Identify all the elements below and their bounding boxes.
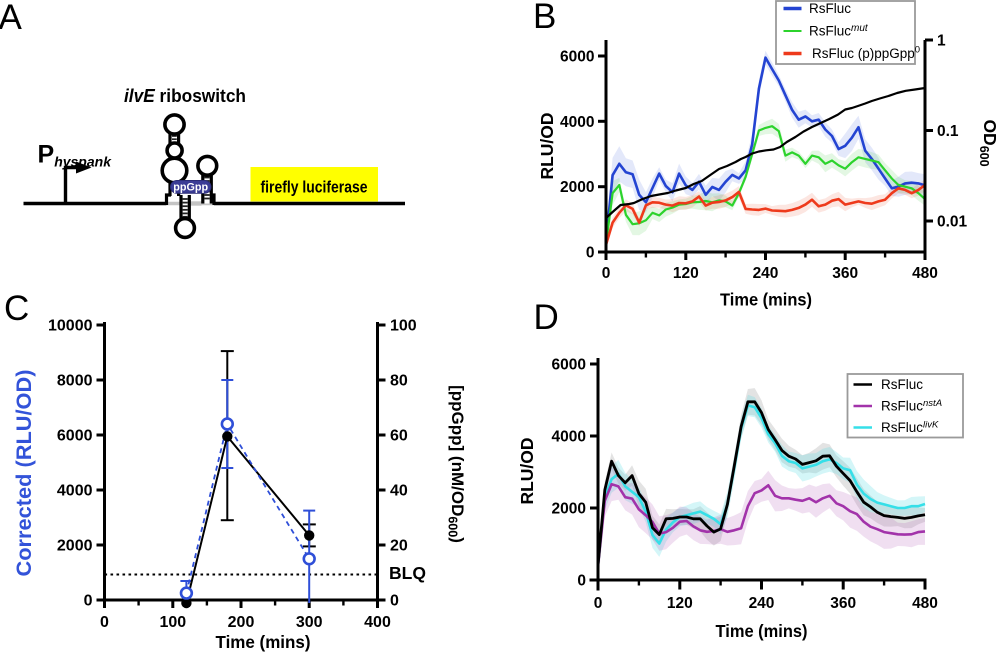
svg-text:0: 0 (594, 595, 603, 612)
svg-text:0.1: 0.1 (937, 123, 959, 140)
svg-text:ilvE riboswitch: ilvE riboswitch (124, 86, 246, 106)
svg-text:480: 480 (912, 265, 938, 282)
svg-text:8000: 8000 (57, 373, 93, 390)
svg-text:1: 1 (937, 33, 946, 50)
svg-text:0.01: 0.01 (937, 214, 968, 231)
svg-text:Corrected (RLU/OD): Corrected (RLU/OD) (13, 370, 36, 577)
svg-text:2000: 2000 (552, 501, 586, 518)
svg-text:6000: 6000 (560, 49, 594, 66)
svg-text:100: 100 (390, 318, 417, 335)
svg-text:[ppGpp] (nM/OD600): [ppGpp] (nM/OD600) (446, 385, 468, 543)
svg-text:20: 20 (390, 538, 408, 555)
svg-text:120: 120 (673, 265, 699, 282)
svg-text:D: D (534, 298, 559, 337)
svg-text:0: 0 (586, 245, 595, 262)
svg-text:360: 360 (832, 265, 858, 282)
svg-text:480: 480 (912, 595, 938, 612)
svg-text:6000: 6000 (552, 357, 586, 374)
svg-text:B: B (533, 0, 556, 36)
svg-text:0: 0 (100, 614, 109, 631)
svg-text:100: 100 (159, 614, 186, 631)
svg-text:RLU/OD: RLU/OD (537, 112, 557, 179)
svg-text:6000: 6000 (57, 428, 93, 445)
svg-text:0: 0 (602, 265, 611, 282)
svg-text:A: A (0, 0, 23, 37)
svg-text:4000: 4000 (552, 429, 586, 446)
svg-text:400: 400 (364, 614, 391, 631)
svg-text:120: 120 (667, 595, 693, 612)
svg-text:240: 240 (753, 265, 779, 282)
svg-text:40: 40 (390, 483, 408, 500)
svg-text:ppGpp: ppGpp (173, 182, 208, 194)
svg-text:RsFluc (p)ppGpp0: RsFluc (p)ppGpp0 (812, 45, 920, 62)
svg-text:Time (mins): Time (mins) (716, 621, 808, 641)
svg-text:2000: 2000 (57, 538, 93, 555)
svg-text:2000: 2000 (560, 179, 594, 196)
svg-text:80: 80 (390, 373, 408, 390)
svg-text:BLQ: BLQ (389, 563, 426, 583)
svg-text:RsFluc: RsFluc (809, 1, 851, 16)
svg-text:0: 0 (577, 573, 586, 590)
svg-text:10000: 10000 (48, 318, 93, 335)
svg-text:Time (mins): Time (mins) (216, 632, 311, 652)
svg-text:240: 240 (749, 595, 775, 612)
svg-text:RLU/OD: RLU/OD (517, 437, 537, 504)
svg-text:4000: 4000 (560, 114, 594, 131)
svg-text:60: 60 (390, 428, 408, 445)
svg-text:Time (mins): Time (mins) (720, 290, 812, 310)
svg-text:C: C (4, 289, 29, 328)
svg-text:RsFluc: RsFluc (881, 377, 923, 392)
svg-text:360: 360 (830, 595, 856, 612)
svg-text:300: 300 (296, 614, 323, 631)
svg-text:4000: 4000 (57, 483, 93, 500)
svg-text:0: 0 (84, 593, 93, 610)
svg-text:firefly luciferase: firefly luciferase (261, 179, 368, 197)
svg-text:200: 200 (228, 614, 255, 631)
svg-text:0: 0 (390, 593, 399, 610)
